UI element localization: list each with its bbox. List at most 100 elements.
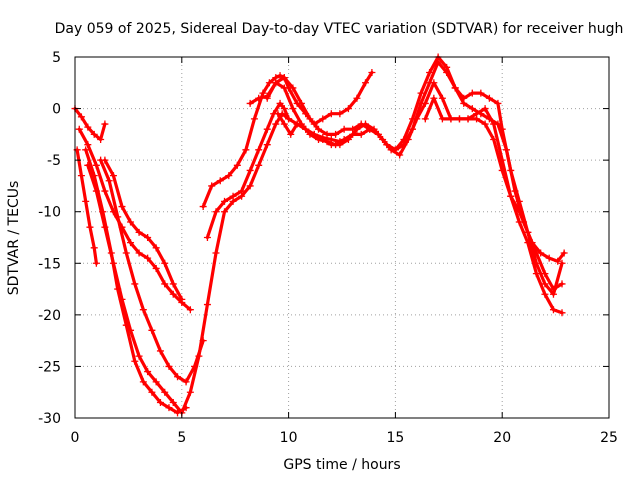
data-point (515, 197, 523, 205)
data-point (274, 110, 282, 118)
data-point (361, 120, 369, 128)
data-point (276, 72, 284, 80)
data-point (161, 280, 169, 288)
data-point (306, 115, 314, 123)
y-tick-label: -25 (38, 359, 61, 375)
data-point (558, 309, 566, 317)
x-tick-label: 0 (71, 430, 80, 446)
data-point (144, 254, 152, 262)
data-point (242, 146, 250, 154)
data-point (272, 120, 280, 128)
data-point (169, 290, 177, 298)
data-point (229, 192, 237, 200)
data-point (148, 388, 156, 396)
data-point (287, 130, 295, 138)
data-point (558, 259, 566, 267)
x-tick-label: 5 (177, 430, 186, 446)
data-point (310, 130, 318, 138)
data-point (434, 58, 442, 66)
data-point (430, 79, 438, 87)
series-trace (265, 60, 564, 296)
data-point (477, 89, 485, 97)
data-point (101, 156, 109, 164)
y-axis-label: SDTVAR / TECUs (6, 181, 22, 296)
data-point (135, 249, 143, 257)
data-point (148, 326, 156, 334)
data-point (293, 120, 301, 128)
data-point (315, 125, 323, 133)
data-point (560, 249, 568, 257)
x-axis-label: GPS time / hours (283, 457, 400, 473)
data-point (101, 223, 109, 231)
data-point (246, 99, 254, 107)
data-point (396, 151, 404, 159)
data-point (208, 182, 216, 190)
data-point (182, 378, 190, 386)
x-tick-label: 10 (280, 430, 298, 446)
data-point (280, 84, 288, 92)
plot-frame (74, 56, 610, 419)
y-tick-label: 5 (52, 50, 61, 66)
data-point (82, 146, 90, 154)
data-point (541, 280, 549, 288)
data-point (84, 161, 92, 169)
data-point (250, 115, 258, 123)
data-point (255, 146, 263, 154)
data-point (178, 295, 186, 303)
data-point (361, 79, 369, 87)
series-sat-j (246, 53, 568, 265)
data-point (92, 161, 100, 169)
data-point (438, 94, 446, 102)
data-point (336, 110, 344, 118)
data-point (135, 352, 143, 360)
series-trace (103, 158, 184, 301)
data-point (404, 136, 412, 144)
series-sat-f (75, 125, 194, 314)
series-sat-b (73, 146, 100, 267)
data-point (481, 120, 489, 128)
data-point (455, 115, 463, 123)
y-tick-label: -5 (47, 153, 61, 169)
data-point (265, 79, 273, 87)
data-point (169, 280, 177, 288)
data-point (186, 388, 194, 396)
data-point (84, 123, 92, 131)
data-point (97, 136, 105, 144)
data-point (92, 259, 100, 267)
data-point (75, 125, 83, 133)
series-sat-k (263, 58, 566, 298)
data-point (161, 259, 169, 267)
data-point (246, 166, 254, 174)
data-point (447, 115, 455, 123)
data-point (118, 203, 126, 211)
data-point (468, 89, 476, 97)
series-sat-l (274, 79, 566, 317)
data-point (118, 223, 126, 231)
series-trace (248, 55, 566, 263)
data-point (109, 259, 117, 267)
data-point (272, 79, 280, 87)
data-point (302, 125, 310, 133)
data-point (460, 94, 468, 102)
data-point (545, 254, 553, 262)
data-point (554, 257, 562, 265)
data-point (387, 146, 395, 154)
data-point (203, 301, 211, 309)
data-point (255, 161, 263, 169)
data-point (90, 244, 98, 252)
data-point (122, 249, 130, 257)
data-point (152, 378, 160, 386)
data-point (144, 368, 152, 376)
data-point (109, 172, 117, 180)
series-trace (86, 112, 291, 415)
data-point (127, 239, 135, 247)
data-point (344, 136, 352, 144)
data-point (451, 84, 459, 92)
data-point (238, 187, 246, 195)
data-point (165, 404, 173, 412)
data-point (144, 234, 152, 241)
series-sat-a (71, 105, 109, 144)
data-point (199, 337, 207, 345)
data-point (532, 270, 540, 278)
data-point (92, 187, 100, 195)
